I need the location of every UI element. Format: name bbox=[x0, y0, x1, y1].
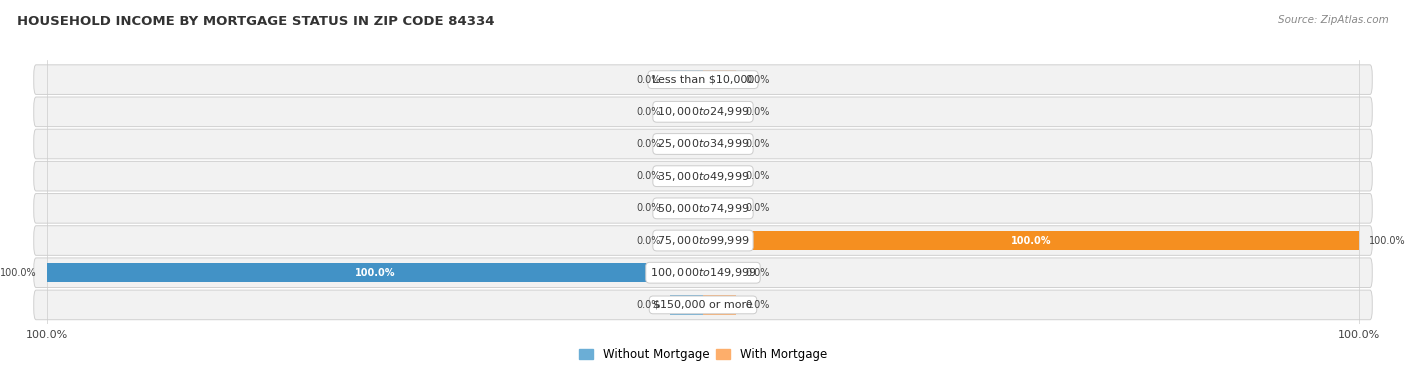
FancyBboxPatch shape bbox=[34, 290, 1372, 320]
Text: 0.0%: 0.0% bbox=[636, 107, 661, 117]
Text: 0.0%: 0.0% bbox=[636, 171, 661, 181]
Bar bbox=[46, 263, 703, 282]
Text: Source: ZipAtlas.com: Source: ZipAtlas.com bbox=[1278, 15, 1389, 25]
FancyBboxPatch shape bbox=[34, 129, 1372, 159]
Text: $35,000 to $49,999: $35,000 to $49,999 bbox=[657, 170, 749, 183]
Bar bbox=[671, 231, 703, 250]
Text: 100.0%: 100.0% bbox=[1011, 236, 1052, 245]
FancyBboxPatch shape bbox=[34, 193, 1372, 223]
Text: $25,000 to $34,999: $25,000 to $34,999 bbox=[657, 138, 749, 150]
Bar bbox=[671, 70, 703, 89]
Bar bbox=[703, 263, 735, 282]
Text: 0.0%: 0.0% bbox=[636, 203, 661, 213]
Text: 100.0%: 100.0% bbox=[354, 268, 395, 278]
FancyBboxPatch shape bbox=[34, 161, 1372, 191]
Text: 0.0%: 0.0% bbox=[745, 203, 770, 213]
Text: $75,000 to $99,999: $75,000 to $99,999 bbox=[657, 234, 749, 247]
Text: 0.0%: 0.0% bbox=[745, 171, 770, 181]
Bar bbox=[703, 167, 735, 186]
Bar bbox=[703, 102, 735, 121]
Text: Less than $10,000: Less than $10,000 bbox=[652, 75, 754, 84]
Text: $50,000 to $74,999: $50,000 to $74,999 bbox=[657, 202, 749, 215]
Legend: Without Mortgage, With Mortgage: Without Mortgage, With Mortgage bbox=[574, 343, 832, 366]
Bar bbox=[703, 295, 735, 314]
Text: 0.0%: 0.0% bbox=[636, 236, 661, 245]
Text: 100.0%: 100.0% bbox=[1369, 236, 1406, 245]
Bar bbox=[671, 199, 703, 218]
Text: 0.0%: 0.0% bbox=[745, 107, 770, 117]
Bar bbox=[703, 134, 735, 154]
Bar bbox=[703, 199, 735, 218]
FancyBboxPatch shape bbox=[34, 97, 1372, 127]
Text: 0.0%: 0.0% bbox=[745, 139, 770, 149]
Text: 0.0%: 0.0% bbox=[745, 268, 770, 278]
FancyBboxPatch shape bbox=[34, 258, 1372, 288]
Text: 0.0%: 0.0% bbox=[745, 75, 770, 84]
Text: HOUSEHOLD INCOME BY MORTGAGE STATUS IN ZIP CODE 84334: HOUSEHOLD INCOME BY MORTGAGE STATUS IN Z… bbox=[17, 15, 495, 28]
Text: $10,000 to $24,999: $10,000 to $24,999 bbox=[657, 105, 749, 118]
Bar bbox=[703, 231, 1360, 250]
Text: 100.0%: 100.0% bbox=[0, 268, 37, 278]
Text: 0.0%: 0.0% bbox=[745, 300, 770, 310]
Bar bbox=[703, 70, 735, 89]
Bar bbox=[671, 167, 703, 186]
Bar bbox=[671, 134, 703, 154]
Text: 0.0%: 0.0% bbox=[636, 300, 661, 310]
Bar bbox=[671, 295, 703, 314]
Text: $100,000 to $149,999: $100,000 to $149,999 bbox=[650, 266, 756, 279]
FancyBboxPatch shape bbox=[34, 226, 1372, 255]
Text: 0.0%: 0.0% bbox=[636, 139, 661, 149]
Bar bbox=[671, 102, 703, 121]
Text: 0.0%: 0.0% bbox=[636, 75, 661, 84]
Text: $150,000 or more: $150,000 or more bbox=[654, 300, 752, 310]
FancyBboxPatch shape bbox=[34, 65, 1372, 94]
